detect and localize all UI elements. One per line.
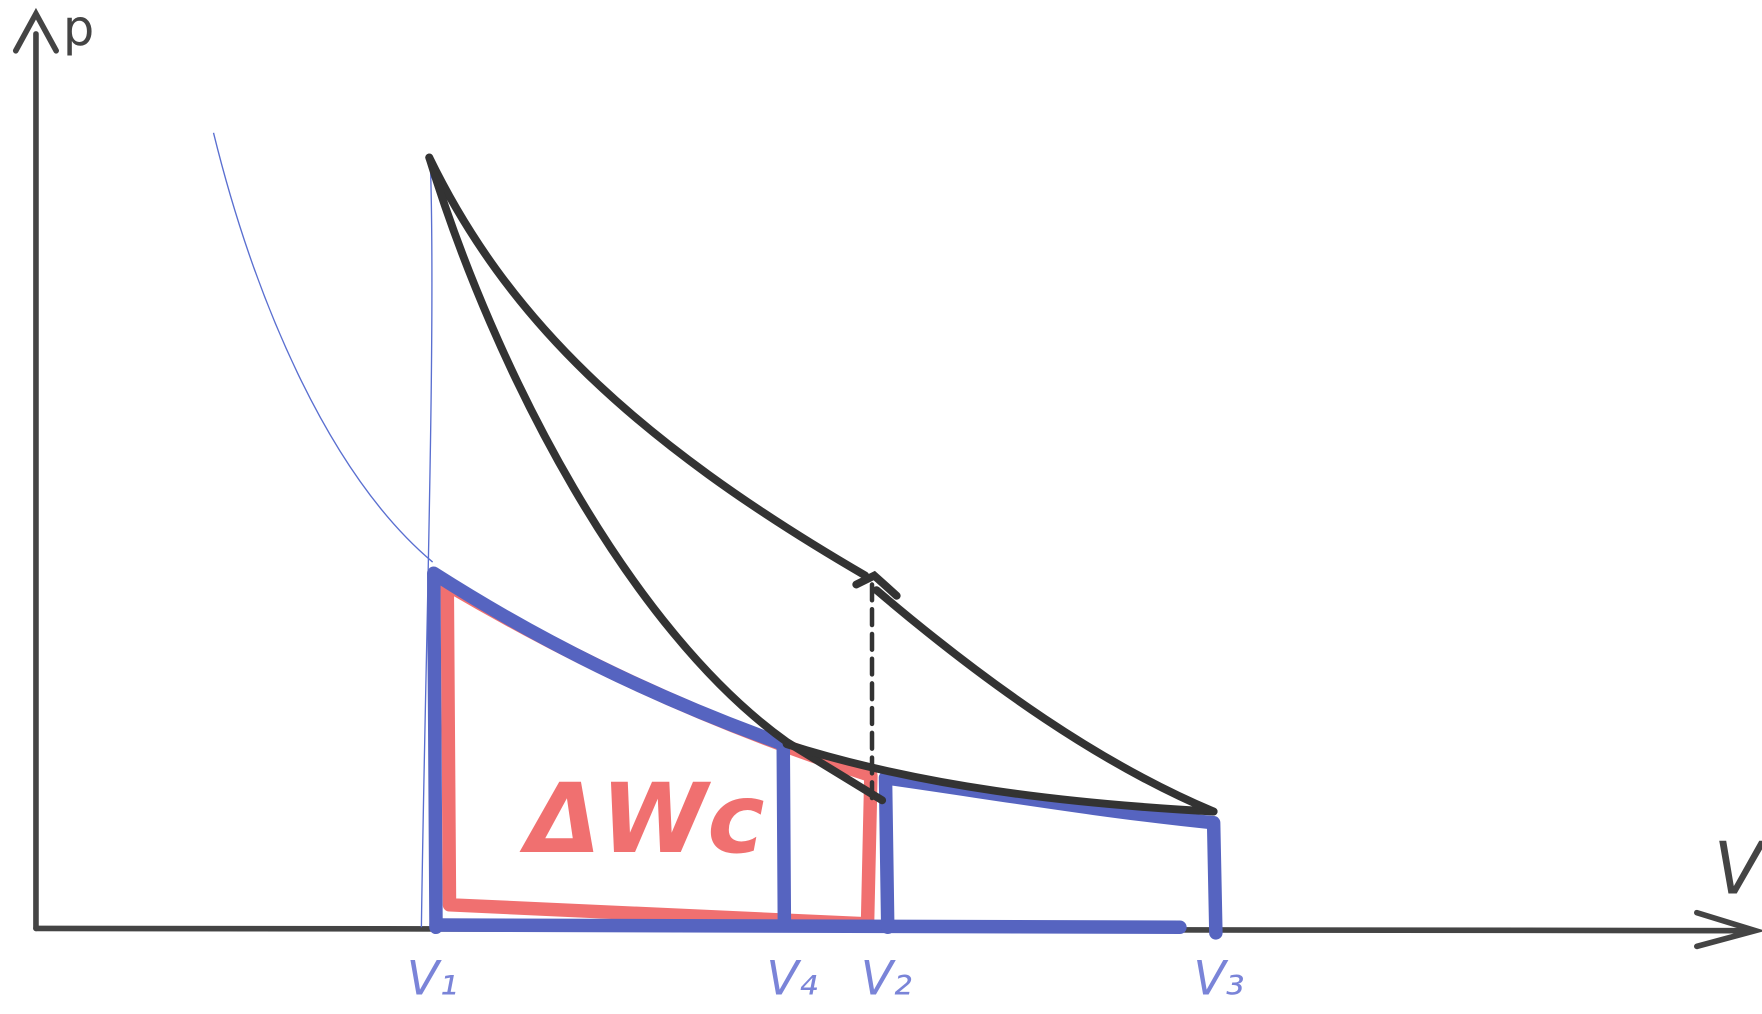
isotherm-thin	[212, 132, 434, 563]
cycle	[425, 153, 1218, 816]
blue-outline	[427, 566, 1223, 940]
x-axis-label: V	[1714, 827, 1762, 911]
x-arrow	[1694, 909, 1762, 950]
v4-label: V₄	[766, 952, 817, 1007]
right-region	[878, 771, 1223, 940]
area-label: ΔWc	[519, 762, 765, 875]
lower-curve	[425, 153, 887, 805]
v1-label: V₁	[407, 952, 458, 1007]
bottom-curve	[782, 740, 1218, 816]
upper-curve	[425, 153, 870, 580]
y-axis-label: p	[63, 0, 94, 57]
v1-guide	[420, 163, 433, 928]
guides	[212, 132, 434, 928]
v2-label: V₂	[861, 952, 912, 1007]
arrow-head	[852, 570, 901, 600]
left-region	[427, 566, 792, 935]
v3-label: V₃	[1193, 952, 1244, 1007]
right-curve	[872, 586, 1218, 816]
y-arrow	[12, 7, 59, 54]
base-line	[429, 918, 1187, 935]
